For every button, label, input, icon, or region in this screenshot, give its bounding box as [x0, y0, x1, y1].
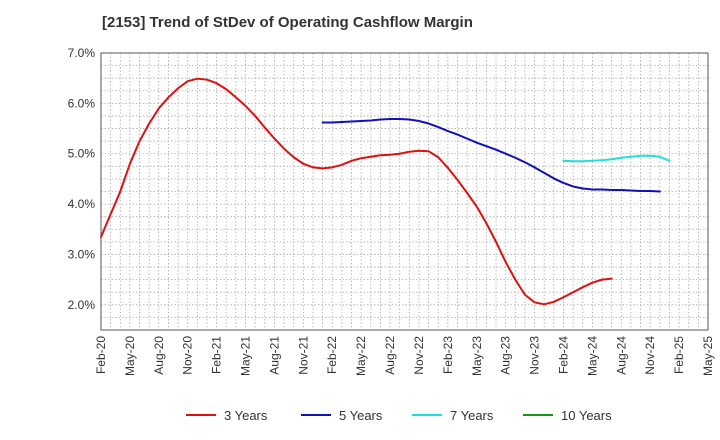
legend-label: 10 Years: [561, 408, 612, 423]
series-line-5-years: [321, 117, 661, 193]
x-tick-label: Feb-21: [210, 336, 224, 374]
legend: 3 Years 5 Years 7 Years 10 Years: [186, 408, 612, 423]
y-tick-label: 3.0%: [68, 247, 96, 261]
x-tick-label: Aug-23: [499, 336, 513, 375]
series-line-3-years: [100, 77, 613, 306]
x-tick-label: Aug-24: [614, 336, 628, 375]
x-tick-label: Aug-22: [383, 336, 397, 375]
x-tick-label: Feb-23: [441, 336, 455, 374]
x-tick-label: May-22: [354, 336, 368, 376]
x-tick-label: Nov-24: [643, 336, 657, 375]
grid: [101, 53, 708, 330]
chart-title: [2153] Trend of StDev of Operating Cashf…: [102, 14, 473, 31]
x-tick-label: Nov-20: [181, 336, 195, 375]
x-tick-label: May-20: [123, 336, 137, 376]
plot-frame: [100, 52, 709, 331]
legend-label: 3 Years: [224, 408, 268, 423]
y-tick-label: 7.0%: [68, 46, 96, 60]
x-tick-label: Nov-22: [412, 336, 426, 375]
y-tick-label: 4.0%: [68, 197, 96, 211]
x-tick-label: Feb-22: [325, 336, 339, 374]
y-axis: 2.0% 3.0% 4.0% 5.0% 6.0% 7.0%: [68, 46, 96, 312]
x-tick-label: Nov-23: [528, 336, 542, 375]
x-tick-label: Nov-21: [296, 336, 310, 375]
x-tick-label: Feb-25: [672, 336, 686, 374]
series-line-7-years: [562, 154, 671, 163]
x-tick-label: May-21: [239, 336, 253, 376]
legend-label: 7 Years: [450, 408, 494, 423]
y-tick-label: 2.0%: [68, 298, 96, 312]
x-tick-label: May-23: [470, 336, 484, 376]
series-lines: [100, 77, 671, 306]
x-tick-label: May-24: [585, 336, 599, 376]
x-tick-label: Feb-20: [94, 336, 108, 374]
x-tick-label: Aug-21: [267, 336, 281, 375]
x-tick-label: Feb-24: [556, 336, 570, 374]
y-tick-label: 6.0%: [68, 96, 96, 110]
y-tick-label: 5.0%: [68, 147, 96, 161]
x-tick-label: May-25: [701, 336, 715, 376]
legend-label: 5 Years: [339, 408, 383, 423]
x-axis: Feb-20 May-20 Aug-20 Nov-20 Feb-21 May-21 Aug-…: [94, 336, 715, 376]
x-tick-label: Aug-20: [152, 336, 166, 375]
